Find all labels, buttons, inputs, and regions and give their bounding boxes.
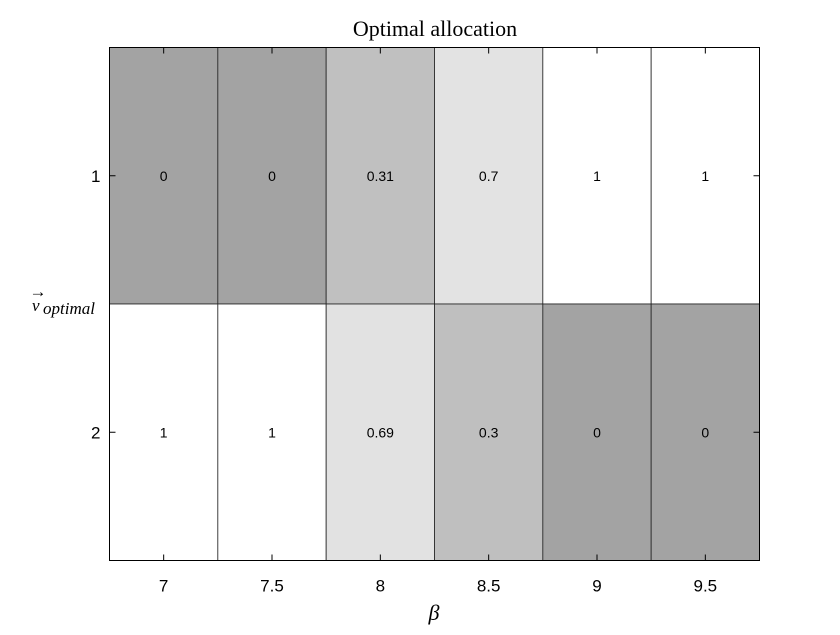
heatmap-cell bbox=[650, 303, 760, 561]
cell-value-label: 1 bbox=[701, 168, 709, 184]
heatmap-cell bbox=[434, 47, 544, 305]
y-axis-label: → v optimal bbox=[30, 282, 96, 318]
cell-value-label: 0 bbox=[701, 424, 709, 440]
x-axis-label: β bbox=[428, 600, 440, 625]
cell-value-label: 0.31 bbox=[367, 168, 394, 184]
y-axis-tick-labels: 12 bbox=[91, 167, 100, 443]
cell-value-label: 0 bbox=[160, 168, 168, 184]
chart-title: Optimal allocation bbox=[353, 16, 517, 41]
cell-value-label: 1 bbox=[268, 424, 276, 440]
cell-value-label: 0.7 bbox=[479, 168, 499, 184]
heatmap-cell bbox=[542, 47, 652, 305]
cell-value-label: 0 bbox=[268, 168, 276, 184]
x-tick-label: 8.5 bbox=[477, 577, 501, 596]
heatmap-cell bbox=[109, 303, 219, 561]
plot-frame bbox=[109, 47, 760, 561]
x-tick-label: 7.5 bbox=[260, 577, 284, 596]
y-tick-label: 2 bbox=[91, 423, 100, 442]
heatmap-cell bbox=[434, 303, 544, 561]
y-axis-label-arrow: → bbox=[30, 282, 47, 301]
heatmap-cell bbox=[109, 47, 219, 305]
heatmap-cell bbox=[217, 47, 327, 305]
x-tick-label: 7 bbox=[159, 577, 168, 596]
y-axis-label-sub: optimal bbox=[43, 299, 95, 318]
x-axis-tick-labels: 7 7.5 8 8.5 9 9.5 bbox=[159, 577, 717, 596]
y-tick-label: 1 bbox=[91, 167, 100, 186]
x-tick-label: 9.5 bbox=[694, 577, 718, 596]
heatmap-cell bbox=[217, 303, 327, 561]
cell-value-label: 1 bbox=[160, 424, 168, 440]
heatmap-cell bbox=[650, 47, 760, 305]
heatmap-cell-labels: 0 0 0.31 0.7 1 1 1 1 0.69 0.3 0 0 bbox=[160, 168, 710, 441]
cell-value-label: 0.3 bbox=[479, 424, 499, 440]
cell-value-label: 0 bbox=[593, 424, 601, 440]
heatmap-cells bbox=[109, 47, 760, 561]
cell-value-label: 0.69 bbox=[367, 424, 394, 440]
y-axis-label-main: v bbox=[32, 296, 40, 315]
axis-ticks bbox=[109, 47, 760, 561]
x-tick-label: 9 bbox=[592, 577, 601, 596]
x-tick-label: 8 bbox=[376, 577, 385, 596]
cell-value-label: 1 bbox=[593, 168, 601, 184]
